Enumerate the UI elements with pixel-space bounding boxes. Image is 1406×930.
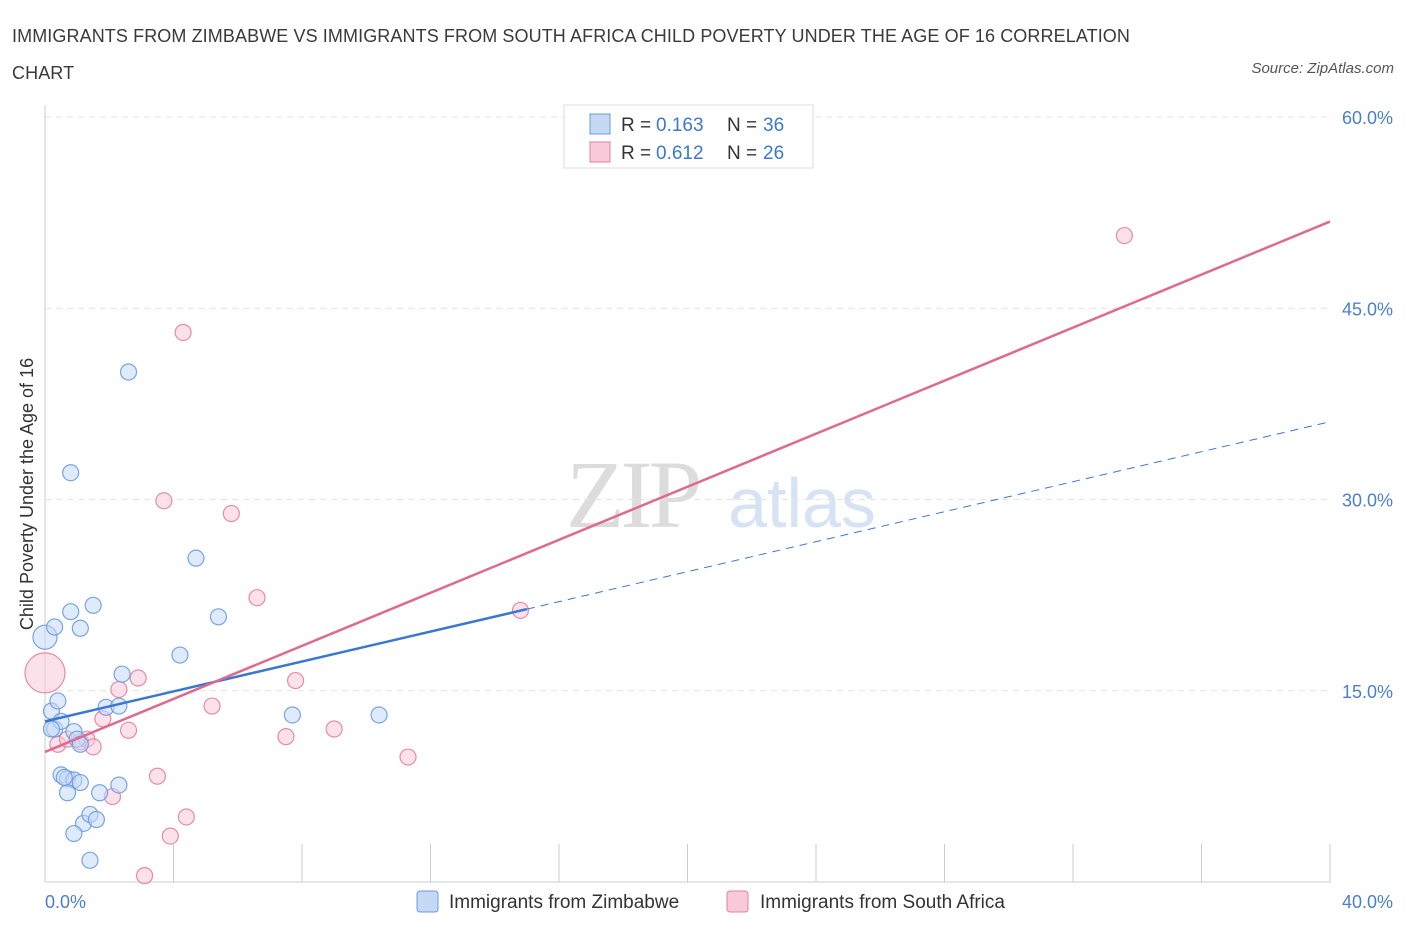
- x-tick-label-max: 40.0%: [1342, 892, 1393, 912]
- zimbabwe-point-33: [42, 720, 61, 738]
- south-africa-point-17: [203, 697, 221, 715]
- zimbabwe-point-11: [62, 603, 80, 621]
- y-tick-labels: 15.0% 30.0% 45.0% 60.0%: [1342, 108, 1393, 702]
- south-africa-point-25: [1115, 226, 1134, 245]
- zimbabwe-point-20: [87, 810, 106, 829]
- south-africa-point-14: [177, 808, 195, 826]
- south-africa-point-12: [135, 867, 154, 885]
- zimbabwe-point-29: [187, 549, 205, 567]
- zimbabwe-point-25: [113, 665, 131, 683]
- watermark-atlas: atlas: [728, 464, 876, 542]
- legend-r-label-zimbabwe: R =: [621, 115, 656, 136]
- legend-swatch-south-africa: [589, 141, 611, 163]
- south-africa-point-13: [161, 827, 179, 845]
- zimbabwe-point-30: [209, 608, 228, 626]
- legend-r-value-zimbabwe: 0.163: [656, 115, 704, 136]
- trend-lines: [44, 220, 1331, 754]
- south-africa-point-19: [248, 589, 266, 607]
- source-note: Source: ZipAtlas.com: [1251, 60, 1394, 77]
- chart-title: IMMIGRANTS FROM ZIMBABWE VS IMMIGRANTS F…: [12, 26, 1130, 83]
- south-africa-point-9: [119, 721, 138, 739]
- bottom-legend-label-south-africa: Immigrants from South Africa: [760, 892, 1005, 913]
- watermark-zip: ZIP: [566, 441, 699, 548]
- south-africa-point-23: [399, 748, 417, 766]
- y-tick-label-15: 15.0%: [1342, 682, 1393, 702]
- zimbabwe-point-31: [283, 706, 301, 724]
- south-africa-point-15: [174, 323, 192, 342]
- correlation-legend: R = 0.163 N = 36 R = 0.612 N = 26: [563, 104, 814, 169]
- zimbabwe-trend-extension: [526, 421, 1331, 610]
- zimbabwe-point-22: [81, 851, 99, 869]
- zimbabwe-point-13: [84, 596, 102, 614]
- legend-n-label-south-africa: N =: [727, 143, 762, 164]
- south-africa-trend-line: [44, 220, 1331, 754]
- zimbabwe-point-27: [62, 464, 80, 482]
- legend-r-label-south-africa: R =: [621, 143, 656, 164]
- south-africa-point-22: [325, 720, 343, 738]
- zimbabwe-point-26: [119, 363, 138, 381]
- zimbabwe-point-10: [71, 773, 89, 792]
- bottom-legend-label-zimbabwe: Immigrants from Zimbabwe: [449, 892, 679, 913]
- legend-n-value-south-africa: 26: [763, 143, 784, 164]
- x-ticks: [44, 844, 1331, 882]
- x-tick-label-min: 0.0%: [45, 892, 86, 912]
- zimbabwe-point-21: [91, 784, 109, 802]
- south-africa-point-20: [277, 728, 295, 746]
- south-africa-point-21: [286, 671, 305, 690]
- y-tick-label-60: 60.0%: [1342, 108, 1393, 128]
- legend-r-value-south-africa: 0.612: [656, 143, 704, 164]
- zimbabwe-point-34: [55, 768, 73, 787]
- y-tick-label-45: 45.0%: [1342, 299, 1393, 319]
- south-africa-point-0: [24, 652, 66, 694]
- zimbabwe-point-28: [171, 646, 189, 664]
- legend-n-label-zimbabwe: N =: [727, 115, 762, 136]
- zimbabwe-point-3: [49, 692, 67, 710]
- y-tick-label-30: 30.0%: [1342, 491, 1393, 511]
- legend-n-value-zimbabwe: 36: [763, 115, 784, 136]
- south-africa-point-18: [222, 504, 240, 523]
- legend-swatch-zimbabwe: [589, 113, 611, 135]
- zimbabwe-points: [32, 363, 388, 869]
- grid-lines: [45, 116, 1330, 692]
- bottom-legend-swatch-south-africa: [726, 890, 749, 913]
- south-africa-point-7: [110, 680, 128, 699]
- south-africa-point-11: [148, 767, 167, 785]
- series-legend: Immigrants from Zimbabwe Immigrants from…: [416, 890, 1005, 913]
- zimbabwe-point-32: [370, 706, 388, 724]
- zimbabwe-point-24: [110, 776, 128, 794]
- zimbabwe-point-18: [65, 824, 83, 843]
- bottom-legend-swatch-zimbabwe: [416, 890, 439, 913]
- y-axis-title: Child Poverty Under the Age of 16: [17, 358, 37, 630]
- zimbabwe-point-1: [46, 618, 64, 636]
- south-africa-point-10: [129, 669, 147, 687]
- south-africa-point-16: [155, 492, 173, 510]
- zimbabwe-point-12: [71, 619, 89, 637]
- zimbabwe-trend-line: [44, 607, 528, 723]
